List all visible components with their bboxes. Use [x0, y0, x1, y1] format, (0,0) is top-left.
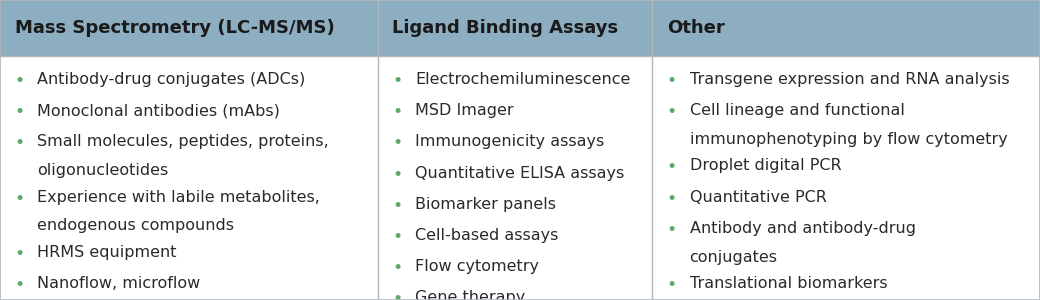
- Text: oligonucleotides: oligonucleotides: [37, 163, 168, 178]
- Text: Experience with labile metabolites,: Experience with labile metabolites,: [37, 190, 320, 205]
- Text: •: •: [392, 259, 402, 277]
- Text: Monoclonal antibodies (mAbs): Monoclonal antibodies (mAbs): [37, 103, 281, 118]
- Text: Immunogenicity assays: Immunogenicity assays: [415, 134, 604, 149]
- Text: Mass Spectrometry (LC-MS/MS): Mass Spectrometry (LC-MS/MS): [15, 19, 334, 37]
- Text: •: •: [15, 72, 25, 90]
- Text: Cell lineage and functional: Cell lineage and functional: [690, 103, 905, 118]
- Text: immunophenotyping by flow cytometry: immunophenotyping by flow cytometry: [690, 132, 1008, 147]
- Text: •: •: [667, 190, 677, 208]
- Text: Small molecules, peptides, proteins,: Small molecules, peptides, proteins,: [37, 134, 330, 149]
- Bar: [652, 56, 1040, 300]
- Text: Ligand Binding Assays: Ligand Binding Assays: [392, 19, 618, 37]
- Text: •: •: [667, 158, 677, 176]
- Text: •: •: [392, 290, 402, 300]
- Text: HRMS equipment: HRMS equipment: [37, 245, 177, 260]
- Text: Transgene expression and RNA analysis: Transgene expression and RNA analysis: [690, 72, 1009, 87]
- Bar: [652, 0, 1040, 56]
- Text: •: •: [15, 190, 25, 208]
- Text: •: •: [15, 276, 25, 294]
- Text: MSD Imager: MSD Imager: [415, 103, 514, 118]
- Text: •: •: [15, 134, 25, 152]
- Text: Quantitative ELISA assays: Quantitative ELISA assays: [415, 166, 624, 181]
- Text: Antibody and antibody-drug: Antibody and antibody-drug: [690, 221, 915, 236]
- Text: •: •: [392, 228, 402, 246]
- Bar: [0, 56, 378, 300]
- Text: •: •: [667, 103, 677, 121]
- Text: •: •: [15, 245, 25, 263]
- Text: conjugates: conjugates: [690, 250, 778, 265]
- Text: •: •: [15, 103, 25, 121]
- Bar: [0, 0, 378, 56]
- Bar: [378, 56, 652, 300]
- Text: •: •: [667, 221, 677, 239]
- Text: Flow cytometry: Flow cytometry: [415, 259, 539, 274]
- Text: Nanoflow, microflow: Nanoflow, microflow: [37, 276, 201, 291]
- Text: •: •: [392, 72, 402, 90]
- Text: Translational biomarkers: Translational biomarkers: [690, 276, 887, 291]
- Text: Cell-based assays: Cell-based assays: [415, 228, 558, 243]
- Text: Electrochemiluminescence: Electrochemiluminescence: [415, 72, 630, 87]
- Text: Quantitative PCR: Quantitative PCR: [690, 190, 827, 205]
- Text: Droplet digital PCR: Droplet digital PCR: [690, 158, 841, 173]
- Text: •: •: [667, 276, 677, 294]
- Text: endogenous compounds: endogenous compounds: [37, 218, 234, 233]
- Text: •: •: [392, 197, 402, 215]
- Bar: [378, 0, 652, 56]
- Text: •: •: [392, 134, 402, 152]
- Text: Antibody-drug conjugates (ADCs): Antibody-drug conjugates (ADCs): [37, 72, 306, 87]
- Text: •: •: [392, 166, 402, 184]
- Text: Biomarker panels: Biomarker panels: [415, 197, 556, 212]
- Text: •: •: [667, 72, 677, 90]
- Text: Other: Other: [667, 19, 725, 37]
- Text: Gene therapy: Gene therapy: [415, 290, 525, 300]
- Text: •: •: [392, 103, 402, 121]
